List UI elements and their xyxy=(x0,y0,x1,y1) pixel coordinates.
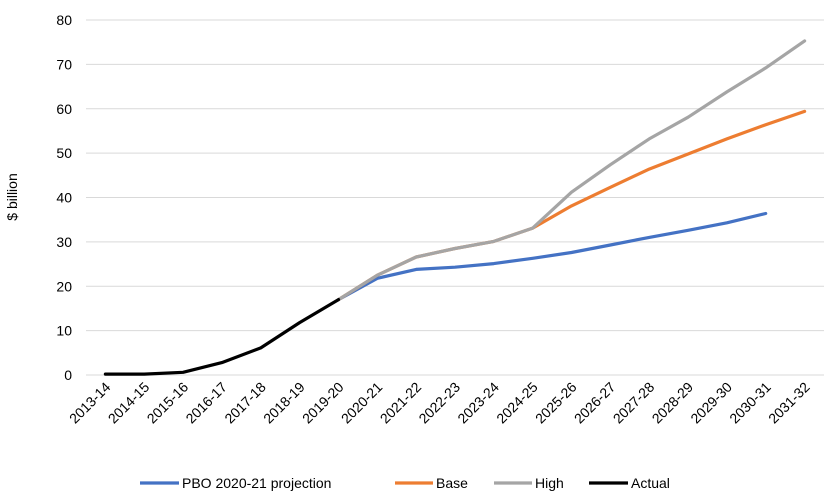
y-tick-label: 20 xyxy=(56,278,72,294)
y-tick-label: 30 xyxy=(56,234,72,250)
x-tick-label: 2014-15 xyxy=(105,379,153,427)
legend-label: PBO 2020-21 projection xyxy=(182,475,331,491)
x-tick-label: 2031-32 xyxy=(765,379,813,427)
legend-item-actual: Actual xyxy=(589,475,670,491)
x-tick-label: 2022-23 xyxy=(415,379,463,427)
y-tick-label: 0 xyxy=(64,367,72,383)
x-tick-label: 2020-21 xyxy=(338,379,386,427)
y-tick-label: 50 xyxy=(56,145,72,161)
y-tick-label: 40 xyxy=(56,190,72,206)
y-tick-label: 80 xyxy=(56,12,72,28)
x-tick-label: 2013-14 xyxy=(66,379,114,427)
x-tick-label: 2018-19 xyxy=(260,379,308,427)
x-tick-label: 2024-25 xyxy=(493,379,541,427)
legend-label: Base xyxy=(436,475,468,491)
x-tick-label: 2017-18 xyxy=(221,379,269,427)
y-tick-label: 10 xyxy=(56,323,72,339)
legend-item-base: Base xyxy=(395,475,468,491)
x-tick-label: 2015-16 xyxy=(144,379,192,427)
x-tick-label: 2016-17 xyxy=(182,379,230,427)
legend-label: Actual xyxy=(631,475,670,491)
x-tick-label: 2028-29 xyxy=(649,379,697,427)
series-line-high xyxy=(336,39,807,302)
gridlines xyxy=(86,19,824,376)
x-tick-label: 2023-24 xyxy=(454,379,502,427)
y-axis-ticks: 0 10 20 30 40 50 60 70 80 xyxy=(56,12,72,383)
x-tick-label: 2030-31 xyxy=(726,379,774,427)
x-tick-label: 2026-27 xyxy=(571,379,619,427)
legend-item-pbo-2020-21-projection: PBO 2020-21 projection xyxy=(140,475,331,491)
x-tick-label: 2019-20 xyxy=(299,379,347,427)
y-axis-title: $ billion xyxy=(4,173,20,220)
legend-item-high: High xyxy=(494,475,564,491)
x-tick-label: 2027-28 xyxy=(610,379,658,427)
x-tick-label: 2029-30 xyxy=(687,379,735,427)
legend: PBO 2020-21 projection Base High Actual xyxy=(140,475,670,491)
x-tick-label: 2021-22 xyxy=(377,379,425,427)
y-tick-label: 70 xyxy=(56,56,72,72)
x-axis-ticks: 2013-142014-152015-162016-172017-182018-… xyxy=(66,379,813,427)
series-line-pbo-2020-21-projection xyxy=(336,211,768,302)
series-line-actual xyxy=(103,298,341,376)
x-tick-label: 2025-26 xyxy=(532,379,580,427)
y-tick-label: 60 xyxy=(56,101,72,117)
legend-label: High xyxy=(535,475,564,491)
series-lines xyxy=(103,39,807,376)
